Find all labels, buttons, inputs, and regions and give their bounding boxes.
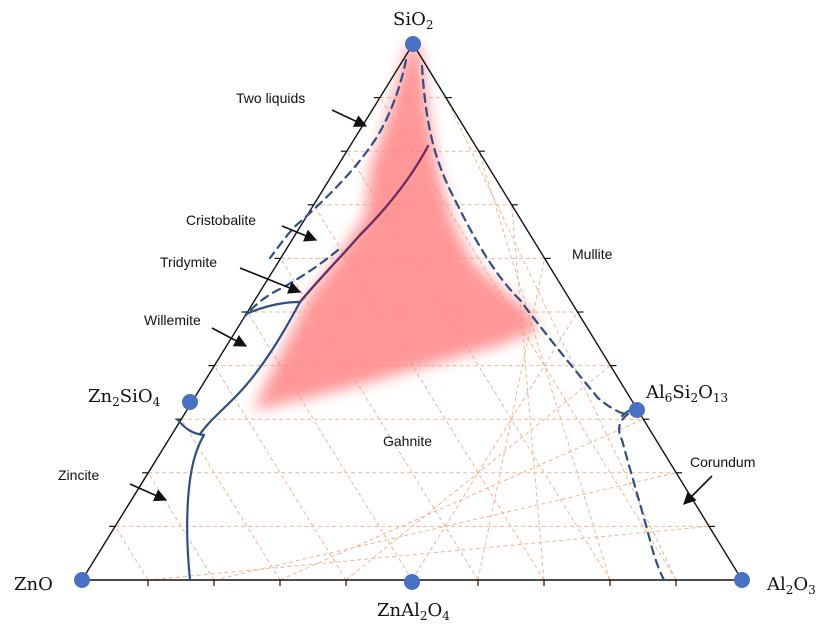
grid-line (411, 311, 578, 581)
grid-line (114, 526, 149, 581)
zn2sio4-label: Zn2SiO4 (88, 386, 161, 409)
ternary-grid (114, 97, 710, 581)
grid-line (180, 418, 281, 581)
label-tridymite: Tridymite (160, 254, 217, 270)
cristobalite-tridymite-boundary (243, 248, 340, 318)
grid-line (445, 97, 677, 581)
mullite-boundary (420, 64, 627, 416)
willemite-boundary (198, 300, 302, 436)
grid-line (478, 151, 611, 581)
grid-line (477, 258, 546, 581)
zno-label: ZnO (14, 574, 53, 595)
eutectic-valley (298, 144, 430, 304)
arrow-two-liquids (331, 109, 368, 127)
arrow-corundum (683, 475, 713, 505)
arrow-willemite (211, 327, 248, 347)
label-two-liquids: Two liquids (236, 90, 305, 106)
zno-point (74, 572, 90, 588)
arrow-zincite (129, 483, 168, 502)
label-cristobalite: Cristobalite (186, 212, 256, 228)
grid-line (213, 472, 677, 581)
tridymite-willemite-boundary (244, 300, 302, 316)
al2o3-point (734, 572, 750, 588)
znal2o4-point (404, 574, 420, 590)
arrow-tridymite (239, 267, 302, 294)
label-zincite: Zincite (58, 467, 99, 483)
znal2o4-label: ZnAl2O4 (377, 600, 450, 623)
sio2-label: SiO2 (393, 9, 434, 32)
axis-ticks (109, 96, 716, 586)
label-corundum: Corundum (690, 454, 755, 470)
sio2-point (405, 36, 421, 52)
zn2sio4-point (182, 394, 198, 410)
two-liquids-boundary (268, 58, 408, 260)
label-willemite: Willemite (144, 312, 201, 328)
al6si2o13-point (629, 402, 645, 418)
composition-points (74, 36, 750, 590)
arrow-cristobalite (281, 225, 318, 242)
zincite-boundary (176, 418, 206, 582)
grid-line (247, 311, 413, 581)
corundum-boundary (618, 412, 666, 582)
label-mullite: Mullite (572, 246, 613, 262)
al6si2o13-label: Al6Si2O13 (645, 382, 728, 405)
label-gahnite: Gahnite (383, 433, 432, 449)
grid-line (345, 365, 611, 581)
al2o3-label: Al2O3 (766, 574, 816, 597)
highlight-region (253, 44, 538, 410)
